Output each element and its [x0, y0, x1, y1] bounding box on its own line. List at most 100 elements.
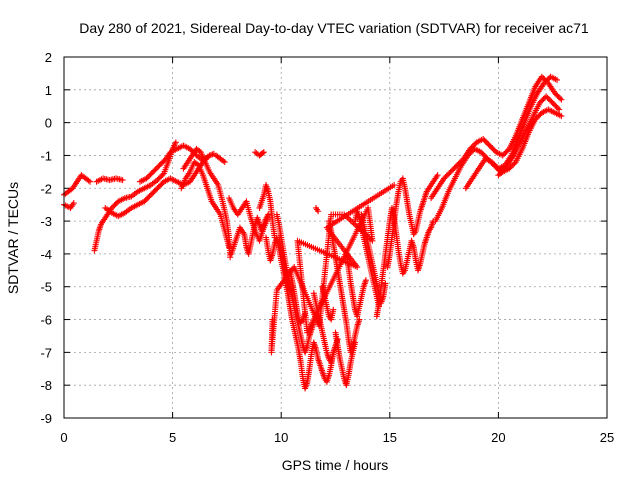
data-points	[61, 73, 565, 392]
data-point	[112, 201, 119, 208]
x-tick-labels: 0 5 10 15 20 25	[60, 430, 614, 445]
data-point	[464, 152, 471, 159]
data-point	[541, 80, 548, 87]
data-track	[428, 73, 565, 202]
data-point	[537, 98, 544, 105]
data-point	[540, 96, 547, 103]
data-point	[142, 197, 149, 204]
data-point	[265, 214, 272, 221]
data-point	[482, 138, 489, 145]
data-point	[87, 178, 94, 185]
data-point	[503, 148, 510, 155]
data-point	[141, 198, 148, 205]
data-point	[467, 149, 474, 156]
data-point	[452, 163, 459, 170]
data-track	[495, 106, 565, 179]
data-point	[259, 149, 266, 156]
data-point	[153, 164, 160, 171]
data-point	[172, 139, 179, 146]
data-track	[312, 204, 322, 215]
data-point	[362, 277, 369, 284]
data-point	[441, 175, 448, 182]
data-point	[150, 168, 157, 175]
data-track	[256, 181, 278, 241]
data-point	[557, 95, 564, 102]
data-point	[152, 166, 159, 173]
data-track	[384, 172, 441, 271]
data-point	[447, 168, 454, 175]
data-point	[157, 160, 164, 167]
data-point	[391, 181, 398, 188]
data-point	[536, 112, 543, 119]
data-point	[534, 113, 541, 120]
x-axis-label: GPS time / hours	[282, 457, 389, 473]
data-point	[145, 194, 152, 201]
x-tick-label: 15	[383, 430, 397, 445]
data-point	[555, 94, 562, 101]
data-point	[532, 116, 539, 123]
data-track	[332, 329, 359, 389]
data-point	[85, 177, 92, 184]
data-track	[61, 172, 94, 198]
data-point	[551, 90, 558, 97]
data-point	[153, 186, 160, 193]
y-tick-label: 0	[45, 116, 52, 131]
data-point	[538, 73, 545, 80]
data-point	[196, 148, 203, 155]
data-point	[490, 146, 497, 153]
data-point	[157, 182, 164, 189]
chart-title: Day 280 of 2021, Sidereal Day-to-day VTE…	[79, 20, 589, 36]
data-point	[499, 152, 506, 159]
data-track	[102, 152, 213, 220]
data-point	[498, 169, 505, 176]
data-track	[252, 149, 267, 159]
data-point	[157, 174, 164, 181]
data-point	[154, 185, 161, 192]
data-point	[159, 171, 166, 178]
data-point	[150, 189, 157, 196]
data-point	[545, 96, 552, 103]
data-point	[490, 160, 497, 167]
data-point	[382, 280, 389, 287]
data-point	[549, 99, 556, 106]
data-point	[155, 175, 162, 182]
data-point	[552, 102, 559, 109]
data-track	[213, 152, 228, 166]
data-point	[155, 183, 162, 190]
y-tick-label: -8	[40, 378, 52, 393]
data-point	[479, 150, 486, 157]
data-track	[61, 200, 77, 211]
data-point	[547, 97, 554, 104]
data-point	[533, 115, 540, 122]
data-point	[119, 177, 126, 184]
data-point	[330, 306, 337, 313]
data-point	[480, 136, 487, 143]
data-point	[110, 203, 117, 210]
data-point	[539, 97, 546, 104]
data-point	[221, 159, 228, 166]
data-point	[156, 162, 163, 169]
data-point	[502, 149, 509, 156]
data-point	[488, 143, 495, 150]
data-point	[554, 76, 561, 83]
data-track	[226, 195, 272, 244]
data-point	[159, 159, 166, 166]
data-point	[146, 193, 153, 200]
data-point	[507, 164, 514, 171]
data-point	[554, 105, 561, 112]
data-point	[481, 137, 488, 144]
y-tick-label: -4	[40, 247, 52, 262]
data-track	[180, 145, 234, 261]
data-point	[158, 173, 165, 180]
data-point	[492, 162, 499, 169]
data-point	[260, 149, 267, 156]
y-tick-label: -7	[40, 345, 52, 360]
data-point	[489, 145, 496, 152]
data-point	[501, 151, 508, 158]
plot-frame	[63, 56, 608, 419]
data-point	[155, 163, 162, 170]
data-point	[220, 157, 227, 164]
data-point	[485, 141, 492, 148]
data-point	[478, 149, 485, 156]
